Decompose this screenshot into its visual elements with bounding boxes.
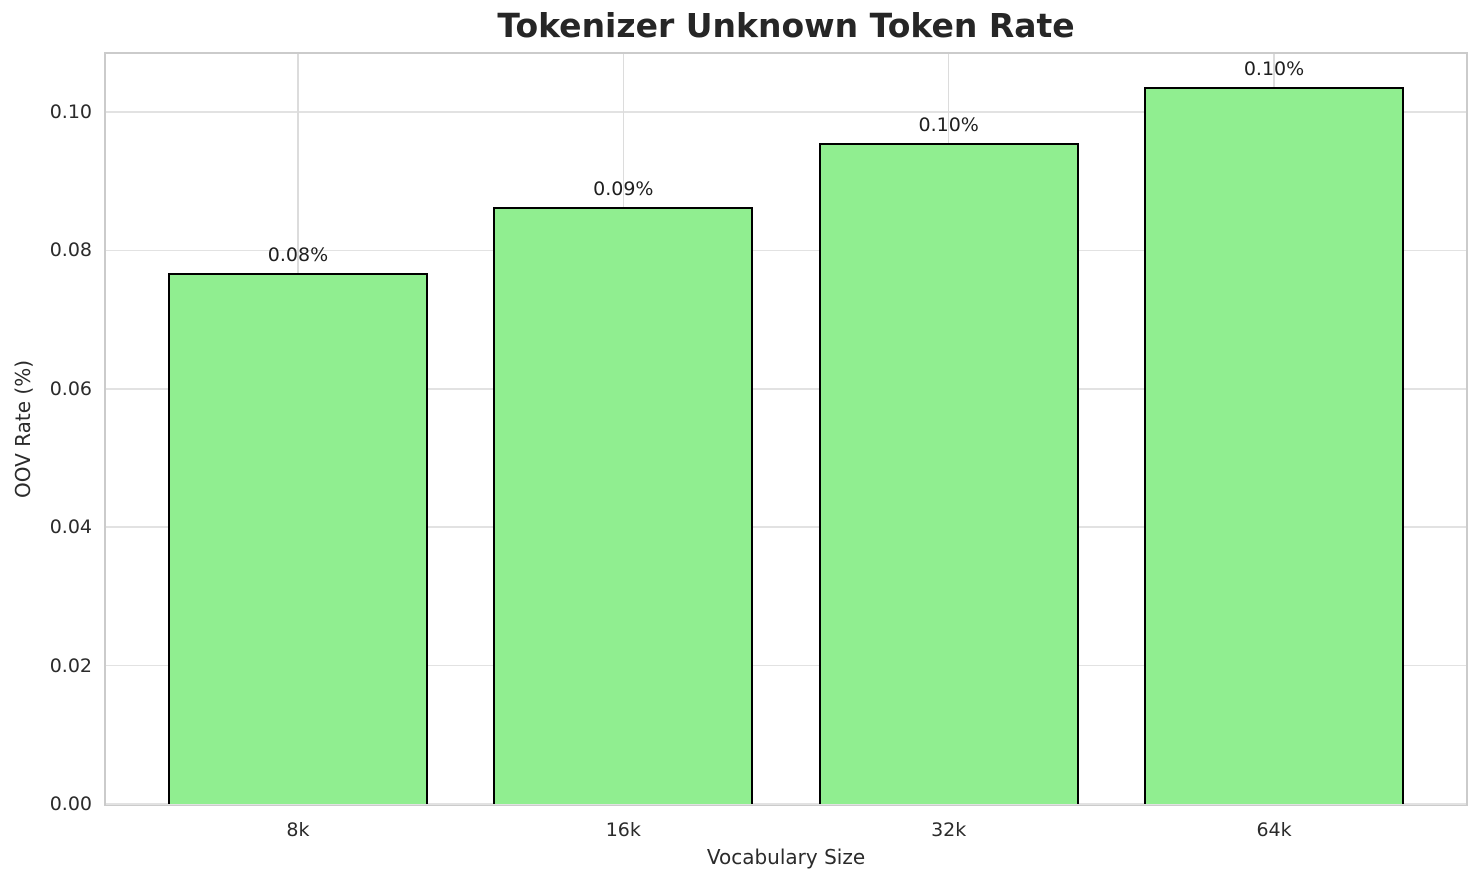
y-tick-label: 0.10 (49, 101, 92, 124)
x-axis-label: Vocabulary Size (706, 845, 866, 869)
bar-value-label: 0.10% (1243, 57, 1305, 80)
bar-value-label: 0.09% (593, 177, 654, 200)
x-tick-label: 16k (605, 819, 641, 841)
gridline-horizontal (106, 111, 1466, 113)
gridline-horizontal (106, 803, 1466, 805)
gridline-horizontal (106, 664, 1466, 667)
x-tick-label: 32k (931, 819, 967, 841)
x-tick-label: 64k (1256, 819, 1292, 841)
plot-area: 0.08% 0.09% 0.10% 0.10% (104, 52, 1468, 806)
gridline-horizontal (106, 249, 1466, 252)
y-axis-label: OOV Rate (%) (11, 360, 35, 498)
bar-8k (167, 272, 429, 804)
bar-64k (1143, 86, 1405, 804)
y-tick-label: 0.00 (49, 793, 92, 815)
x-tick-label: 8k (286, 819, 310, 841)
gridline-horizontal (106, 526, 1466, 528)
y-tick-label: 0.04 (49, 516, 92, 539)
bar-16k (493, 206, 754, 804)
bar-value-label: 0.08% (267, 243, 329, 266)
y-tick-label: 0.06 (49, 377, 92, 400)
gridline-horizontal (106, 388, 1466, 390)
y-tick-label: 0.08 (49, 239, 92, 262)
bar-value-label: 0.10% (918, 114, 979, 137)
y-tick-label: 0.02 (49, 654, 92, 677)
bar-32k (818, 143, 1079, 804)
chart-title: Tokenizer Unknown Token Rate (497, 6, 1075, 45)
